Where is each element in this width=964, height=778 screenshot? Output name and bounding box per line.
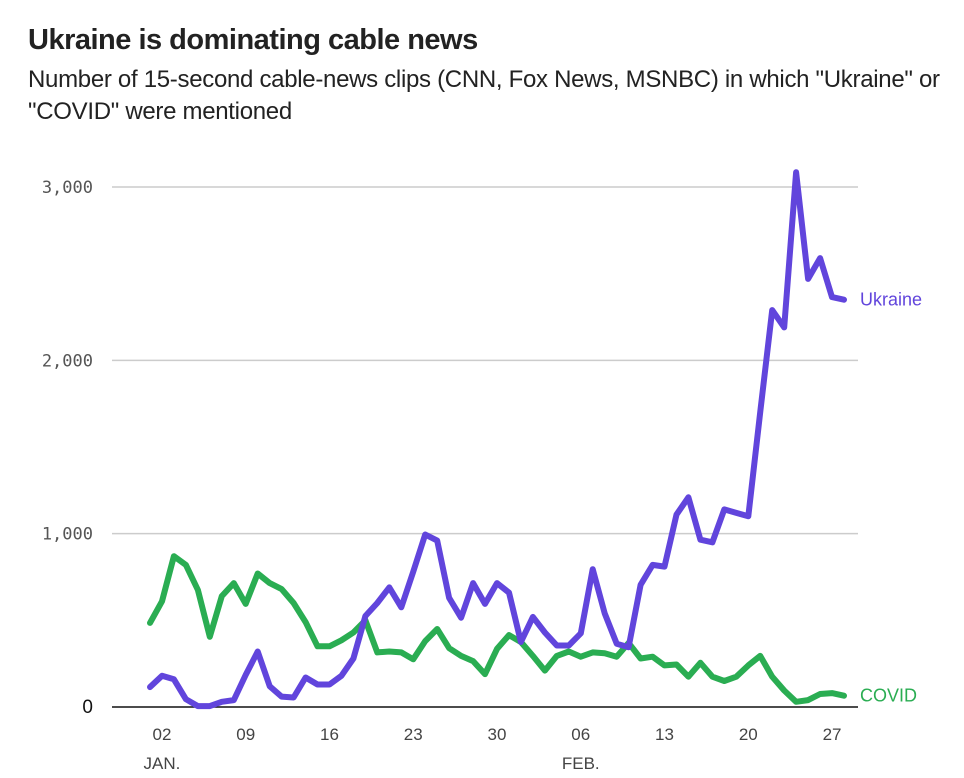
x-tick-label: 20 (739, 725, 758, 744)
series-line-covid (147, 553, 847, 705)
y-tick-label: 0 (82, 697, 93, 718)
chart-title: Ukraine is dominating cable news (28, 24, 478, 56)
gridlines (112, 186, 858, 708)
y-tick-label: 3,000 (42, 178, 93, 198)
x-tick-label: 06 (571, 725, 590, 744)
x-tick-month-label: JAN. (144, 754, 181, 773)
series-lines (147, 169, 847, 710)
x-tick-label: 16 (320, 725, 339, 744)
y-tick-label: 1,000 (42, 525, 93, 545)
x-tick-label: 27 (823, 725, 842, 744)
x-tick-month-label: FEB. (562, 754, 600, 773)
series-labels: COVID Ukraine (860, 290, 922, 706)
x-tick-label: 02 (153, 725, 172, 744)
x-tick-label: 23 (404, 725, 423, 744)
x-tick-label: 13 (655, 725, 674, 744)
y-tick-label: 2,000 (42, 351, 93, 371)
series-label-ukraine: Ukraine (860, 290, 922, 310)
x-axis-ticks: 02 JAN. 09 16 23 30 06 FEB. 13 20 27 (144, 725, 842, 773)
series-line-ukraine (147, 169, 847, 710)
x-tick-label: 30 (488, 725, 507, 744)
series-label-covid: COVID (860, 686, 917, 706)
x-tick-label: 09 (236, 725, 255, 744)
chart-subtitle: Number of 15-second cable-news clips (CN… (28, 66, 940, 125)
y-axis-ticks: 0 1,000 2,000 3,000 (42, 178, 93, 718)
